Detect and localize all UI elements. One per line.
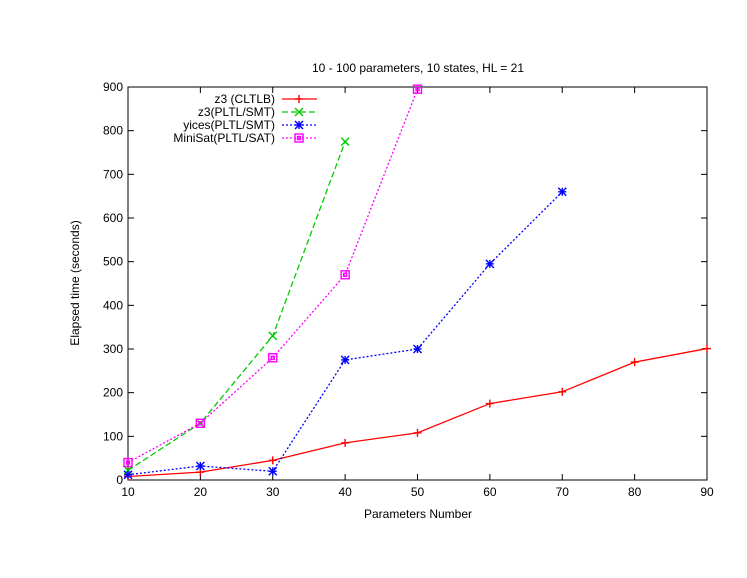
plot-frame [127,86,708,481]
y-tick-label: 200 [103,386,123,400]
legend-marker [294,133,304,143]
series-line [127,88,419,464]
x-tick-label: 80 [628,485,642,499]
data-point [195,461,205,471]
plot-border [127,86,708,481]
y-tick-label: 400 [103,298,123,312]
chart-title: 10 - 100 parameters, 10 states, HL = 21 [312,61,524,75]
data-point [341,438,350,447]
series-3 [123,84,423,468]
legend-marker [294,107,304,117]
legend-label: z3(PLTL/SMT) [198,105,275,119]
series-1 [123,137,350,475]
series-line [127,141,346,471]
series-line [127,191,563,476]
data-point [558,387,567,396]
data-point [268,466,278,476]
data-point [413,344,422,354]
data-point [340,270,350,280]
y-tick-label: 500 [103,255,123,269]
data-point [195,418,206,428]
series-0 [124,344,711,481]
data-point [703,344,711,353]
data-point [340,355,350,365]
data-point [412,84,423,94]
legend-label: z3 (CLTLB) [215,92,275,106]
data-point [413,428,422,437]
x-tick-label: 10 [121,485,135,499]
data-point [485,399,494,408]
x-axis-label: Parameters Number [364,507,472,521]
x-tick-label: 40 [338,485,352,499]
x-tick-label: 70 [556,485,570,499]
legend-label: MiniSat(PLTL/SAT) [173,131,275,145]
series-line [127,347,708,478]
y-tick-label: 300 [103,342,123,356]
legend-marker [295,95,303,103]
data-point [268,353,278,363]
data-point [123,457,133,468]
y-tick-label: 100 [103,429,123,443]
x-tick-label: 20 [194,485,208,499]
data-point [268,456,277,465]
x-tick-label: 30 [266,485,280,499]
data-point [557,187,567,197]
data-point [630,358,639,367]
x-tick-label: 50 [411,485,425,499]
data-point [340,137,350,147]
x-tick-label: 90 [700,485,714,499]
legend-label: yices(PLTL/SMT) [183,118,275,132]
x-tick-label: 60 [483,485,497,499]
axis-ticks: 10 20 30 40 50 60 70 80 900100200300400500600700… [103,80,714,499]
series-2 [123,187,567,480]
y-tick-label: 0 [116,473,123,487]
y-tick-label: 600 [103,211,123,225]
data-point [195,418,205,428]
y-axis-label: Elapsed time (seconds) [68,220,82,345]
y-tick-label: 900 [103,80,123,94]
y-tick-label: 700 [103,167,123,181]
legend: z3 (CLTLB)z3(PLTL/SMT)yices(PLTL/SMT)Min… [173,92,317,145]
y-tick-label: 800 [103,124,123,138]
data-point [123,470,133,480]
legend-marker [294,120,304,130]
data-point [268,331,278,341]
series-layer [123,84,711,481]
data-point [485,259,495,269]
